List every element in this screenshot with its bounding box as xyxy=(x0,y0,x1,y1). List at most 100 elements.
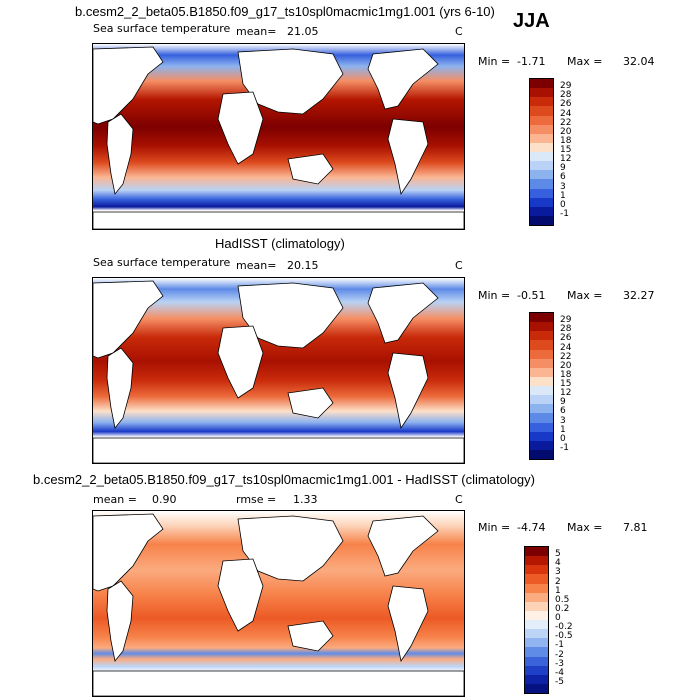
panel3-colorbar-tick-label: 2 xyxy=(555,576,561,587)
season-label: JJA xyxy=(513,10,550,32)
panel2-colorbar-tick-label: 20 xyxy=(560,360,572,371)
panel2-colorbar-color-swatch xyxy=(530,340,553,350)
panel3-map xyxy=(92,510,465,697)
panel3-rmse-value: 1.33 xyxy=(293,493,318,506)
panel3-colorbar-color-swatch xyxy=(525,674,548,684)
panel1-colorbar-tick-label: 15 xyxy=(560,145,572,155)
panel3-colorbar-color-swatch xyxy=(525,574,548,584)
panel1-colorbar-tick-label: 20 xyxy=(560,126,572,137)
panel3-mean-value: 0.90 xyxy=(152,493,177,506)
panel1-colorbar-color-swatch xyxy=(530,206,553,216)
panel1-max-value: 32.04 xyxy=(623,55,655,68)
panel1-colorbar-color-swatch xyxy=(530,170,553,180)
panel3-colorbar-color-swatch xyxy=(525,620,548,630)
panel3-colorbar-tick-label: 0.5 xyxy=(555,594,570,605)
panel1-colorbar-color-swatch xyxy=(530,179,553,189)
panel1-colorbar-color-swatch xyxy=(530,197,553,207)
panel2-colorbar-color-swatch xyxy=(530,313,553,323)
panel2-min-label: Min = xyxy=(478,289,511,302)
panel1-colorbar-color-swatch xyxy=(530,106,553,116)
panel3-colorbar-tick-label: -0.5 xyxy=(555,631,573,642)
panel1-colorbar-tick-label: 6 xyxy=(560,172,566,183)
panel3-colorbar-tick-label: 4 xyxy=(555,558,561,569)
panel1-map-svg xyxy=(93,44,464,229)
panel1-continents xyxy=(93,46,464,229)
panel1-colorbar-color-swatch xyxy=(530,152,553,162)
panel2-colorbar-color-swatch xyxy=(530,386,553,396)
panel2-colorbar-tick-label: -1 xyxy=(560,442,569,453)
panel3-colorbar-tick-label: 5 xyxy=(555,549,561,560)
panel3-title: b.cesm2_2_beta05.B1850.f09_g17_ts10spl0m… xyxy=(33,472,535,487)
panel1-colorbar-tick-label: -1 xyxy=(560,208,569,219)
panel1-min-label: Min = xyxy=(478,55,511,68)
panel3-colorbar-tick-label: -5 xyxy=(555,676,564,687)
panel1-colorbar xyxy=(529,78,554,226)
panel3-colorbar-color-swatch xyxy=(525,556,548,566)
panel2-colorbar-tick-label: 26 xyxy=(560,333,572,344)
panel1-mean-label: mean= xyxy=(236,25,277,38)
panel3-colorbar-tick-label: -4 xyxy=(555,667,564,678)
panel1-colorbar-tick-label: 28 xyxy=(560,90,572,101)
panel2-colorbar-color-swatch xyxy=(530,440,553,450)
panel3-colorbar-tick-label: 0.2 xyxy=(555,603,570,614)
panel2-colorbar-color-swatch xyxy=(530,431,553,441)
panel1-colorbar-tick-label: 29 xyxy=(560,81,572,92)
panel1-map xyxy=(92,43,465,230)
panel1-colorbar-color-swatch xyxy=(530,88,553,98)
panel2-colorbar-color-swatch xyxy=(530,395,553,405)
panel2-max-value: 32.27 xyxy=(623,289,655,302)
panel2-mean-label: mean= xyxy=(236,259,277,272)
panel2-title: HadISST (climatology) xyxy=(215,236,345,251)
panel2-colorbar-color-swatch xyxy=(530,331,553,341)
panel1-colorbar-tick-label: 1 xyxy=(560,190,566,201)
panel3-colorbar-tick-label: 1 xyxy=(555,585,561,596)
panel3-colorbar-color-swatch xyxy=(525,638,548,648)
panel1-colorbar-tick-label: 3 xyxy=(560,181,566,192)
panel2-unit: C xyxy=(455,259,463,272)
panel3-colorbar-color-swatch xyxy=(525,565,548,575)
panel3-colorbar-color-swatch xyxy=(525,656,548,666)
panel1-colorbar-color-swatch xyxy=(530,79,553,89)
panel2-max-label: Max = xyxy=(567,289,603,302)
panel3-min-value: -4.74 xyxy=(517,521,546,534)
panel1-mean-value: 21.05 xyxy=(287,25,319,38)
panel2-colorbar-color-swatch xyxy=(530,449,553,459)
panel1-colorbar-color-swatch xyxy=(530,115,553,125)
panel1-colorbar-color-swatch xyxy=(530,133,553,143)
panel2-colorbar-tick-label: 6 xyxy=(560,406,566,417)
panel3-max-value: 7.81 xyxy=(623,521,648,534)
panel3-colorbar xyxy=(524,546,549,694)
panel3-colorbar-tick-label: -3 xyxy=(555,658,564,669)
panel2-colorbar-tick-label: 24 xyxy=(560,342,572,353)
panel2-colorbar-color-swatch xyxy=(530,413,553,423)
panel1-max-label: Max = xyxy=(567,55,603,68)
panel3-mean-label: mean = xyxy=(93,493,137,506)
panel3-colorbar-color-swatch xyxy=(525,683,548,693)
panel3-colorbar-color-swatch xyxy=(525,547,548,557)
panel2-colorbar-color-swatch xyxy=(530,349,553,359)
panel2-colorbar-color-swatch xyxy=(530,358,553,368)
panel2-colorbar-tick-label: 12 xyxy=(560,388,572,399)
panel1-colorbar-tick-label: 18 xyxy=(560,135,572,146)
panel3-colorbar-color-swatch xyxy=(525,592,548,602)
panel3-colorbar-tick-label: 3 xyxy=(555,567,561,578)
panel2-variable: Sea surface temperature xyxy=(93,256,231,269)
panel3-unit: C xyxy=(455,493,463,506)
panel1-colorbar-tick-label: 24 xyxy=(560,108,572,119)
panel3-map-svg xyxy=(93,511,464,696)
panel1-min-value: -1.71 xyxy=(517,55,546,68)
panel2-colorbar-color-swatch xyxy=(530,404,553,414)
panel1-title: b.cesm2_2_beta05.B1850.f09_g17_ts10spl0m… xyxy=(75,4,495,19)
panel2-colorbar-tick-label: 3 xyxy=(560,415,566,426)
panel2-colorbar-color-swatch xyxy=(530,376,553,386)
panel2-colorbar-tick-label: 1 xyxy=(560,424,566,435)
panel2-colorbar-tick-label: 22 xyxy=(560,351,572,362)
panel3-continents xyxy=(93,513,464,696)
panel2-colorbar-tick-label: 9 xyxy=(560,397,566,408)
panel2-colorbar-color-swatch xyxy=(530,367,553,377)
panel3-max-label: Max = xyxy=(567,521,603,534)
panel1-colorbar-tick-label: 9 xyxy=(560,163,566,174)
panel2-colorbar-color-swatch xyxy=(530,422,553,432)
panel2-colorbar-color-swatch xyxy=(530,322,553,332)
panel3-colorbar-color-swatch xyxy=(525,601,548,611)
